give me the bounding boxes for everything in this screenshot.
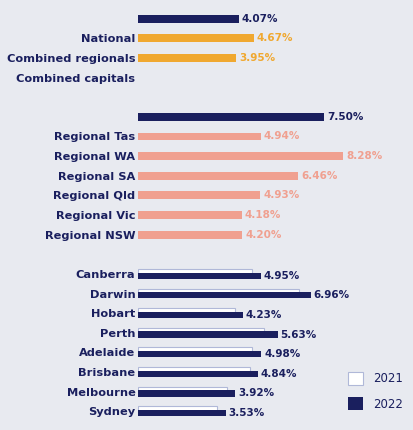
Bar bbox=[138, 191, 260, 199]
Text: 4.67%: 4.67% bbox=[257, 34, 293, 43]
Text: 3.95%: 3.95% bbox=[239, 53, 275, 63]
Legend: 2021, 2022: 2021, 2022 bbox=[346, 370, 405, 413]
Text: 3.92%: 3.92% bbox=[238, 388, 274, 399]
Bar bbox=[138, 292, 311, 298]
Bar bbox=[138, 410, 225, 416]
Bar bbox=[138, 328, 264, 334]
Bar bbox=[138, 15, 239, 23]
Bar bbox=[138, 152, 343, 160]
Bar bbox=[138, 54, 236, 62]
Text: 8.28%: 8.28% bbox=[346, 151, 382, 161]
Bar bbox=[138, 390, 235, 396]
Text: 4.23%: 4.23% bbox=[246, 310, 282, 320]
Text: 4.18%: 4.18% bbox=[244, 210, 281, 220]
Text: 3.53%: 3.53% bbox=[228, 408, 265, 418]
Bar bbox=[138, 231, 242, 239]
Bar bbox=[138, 113, 324, 121]
Text: 4.94%: 4.94% bbox=[263, 132, 300, 141]
Bar bbox=[138, 289, 299, 295]
Bar bbox=[138, 371, 258, 377]
Bar bbox=[138, 312, 243, 318]
Bar bbox=[138, 351, 261, 357]
Text: 4.95%: 4.95% bbox=[264, 270, 300, 281]
Bar bbox=[138, 269, 252, 275]
Text: 5.63%: 5.63% bbox=[280, 329, 317, 340]
Bar bbox=[138, 347, 252, 354]
Text: 6.96%: 6.96% bbox=[313, 290, 349, 300]
Bar bbox=[138, 273, 261, 279]
Bar bbox=[138, 308, 235, 314]
Bar bbox=[138, 132, 261, 141]
Text: 7.50%: 7.50% bbox=[327, 112, 363, 122]
Text: 4.84%: 4.84% bbox=[261, 369, 297, 379]
Bar bbox=[138, 332, 278, 338]
Text: 4.07%: 4.07% bbox=[242, 14, 278, 24]
Text: 6.46%: 6.46% bbox=[301, 171, 337, 181]
Bar bbox=[138, 211, 242, 219]
Text: 4.93%: 4.93% bbox=[263, 190, 299, 200]
Text: 4.98%: 4.98% bbox=[264, 349, 301, 359]
Bar bbox=[138, 367, 249, 373]
Bar bbox=[138, 34, 254, 42]
Bar bbox=[138, 387, 227, 393]
Bar bbox=[138, 172, 298, 180]
Bar bbox=[138, 406, 217, 413]
Text: 4.20%: 4.20% bbox=[245, 230, 282, 240]
